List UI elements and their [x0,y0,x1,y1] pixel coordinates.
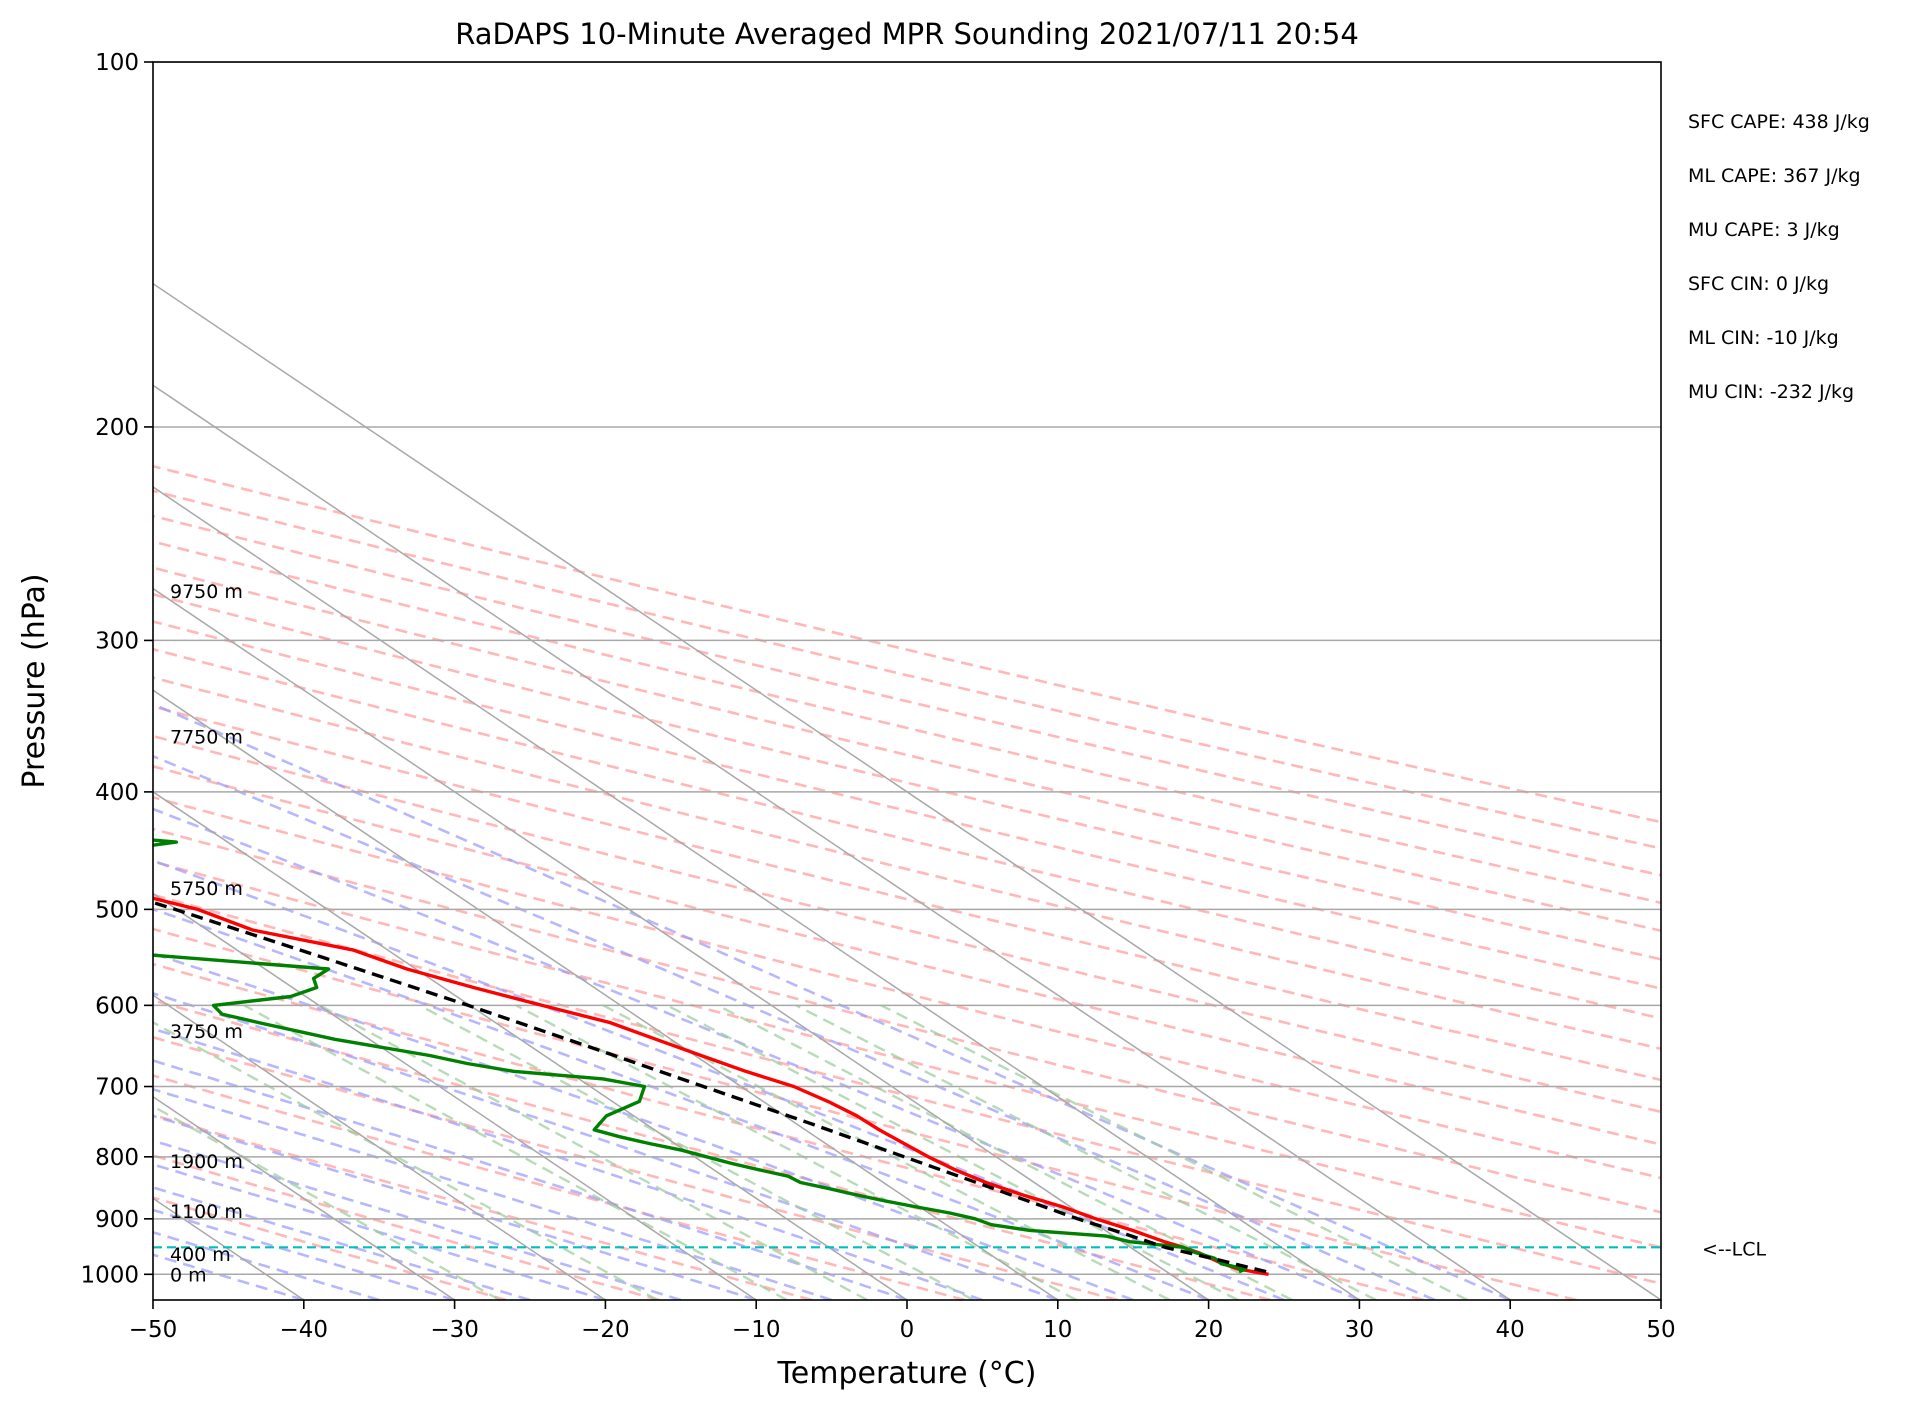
x-tick-label: 10 [1043,1317,1072,1343]
height-label: 7750 m [170,726,243,748]
dry-adiabat-line [153,893,1661,1285]
y-tick-label: 100 [95,50,139,76]
mixing-ratio-line [319,1004,868,1300]
y-tick-label: 900 [95,1207,139,1233]
mixing-ratio-line [880,1004,1469,1300]
height-label: 3750 m [170,1021,243,1043]
x-tick-label: −10 [732,1317,781,1343]
stability-index-text: ML CAPE: 367 J/kg [1688,165,1861,187]
height-label: 5750 m [170,878,243,900]
y-axis-label: Pressure (hPa) [17,573,52,788]
x-axis-ticks: −50 −40 −30 −20 −10 0 10 20 30 40 50 [129,1300,1676,1343]
height-label: 1100 m [170,1201,243,1223]
stability-index-text: SFC CAPE: 438 J/kg [1688,111,1870,133]
dry-adiabat-line [153,514,1661,877]
height-label: 1900 m [170,1151,243,1173]
mixing-ratio-line [153,1104,501,1300]
dry-adiabat-line [153,860,1661,1249]
isotherm-line [153,486,1360,1300]
lcl-group: <--LCL [153,1238,1766,1260]
dry-adiabat-line [153,705,1661,1082]
mixing-ratio-line [419,1004,975,1300]
y-tick-label: 200 [95,415,139,441]
moist-adiabat-line [153,702,1511,1300]
moist-adiabat-line [153,1027,983,1300]
y-tick-label: 400 [95,780,139,806]
chart-title: RaDAPS 10-Minute Averaged MPR Sounding 2… [455,17,1359,51]
y-tick-label: 1000 [80,1262,139,1288]
mixing-ratio-line [243,1004,788,1300]
x-tick-label: −20 [581,1317,630,1343]
mixing-ratio-line [153,1021,659,1300]
series-lines [153,838,1269,1276]
x-tick-label: 50 [1646,1317,1675,1343]
height-label: 0 m [170,1264,207,1286]
x-tick-label: 30 [1345,1317,1374,1343]
height-label: 400 m [170,1244,231,1266]
background-lines [153,282,1661,1300]
temperature-line [153,896,1269,1276]
x-axis-label: Temperature (°C) [777,1356,1037,1391]
isotherm-line [153,892,757,1300]
x-tick-label: 40 [1496,1317,1525,1343]
height-label: 9750 m [170,581,243,603]
moist-adiabat-line [153,1059,908,1300]
moist-adiabat-line [153,754,1436,1300]
stability-indices: SFC CAPE: 438 J/kg ML CAPE: 367 J/kg MU CA… [1688,111,1870,403]
dry-adiabat-line [153,620,1661,990]
isotherm-line [153,689,1059,1300]
moist-adiabat-line [153,1139,682,1300]
y-tick-label: 300 [95,628,139,654]
x-tick-label: 0 [900,1317,915,1343]
y-tick-label: 700 [95,1075,139,1101]
stability-index-text: MU CIN: -232 J/kg [1688,381,1854,403]
dry-adiabat-line [153,464,1661,824]
pressure-gridlines [153,62,1661,1276]
mixing-ratio-line [795,1004,1377,1300]
y-tick-label: 500 [95,897,139,923]
dry-adiabat-line [153,998,1272,1300]
x-tick-label: −50 [129,1317,178,1343]
height-labels: 9750 m 7750 m 5750 m 3750 m 1900 m 1100 m 400 … [170,581,243,1287]
x-tick-label: −30 [430,1317,479,1343]
stability-index-text: MU CAPE: 3 J/kg [1688,219,1840,241]
stability-index-text: SFC CIN: 0 J/kg [1688,273,1829,295]
dry-adiabat-line [153,734,1661,1114]
x-tick-label: 20 [1194,1317,1223,1343]
moist-adiabat-line [153,907,1210,1300]
mixing-ratio-line [602,1004,1171,1300]
moist-adiabat-line [153,859,1285,1300]
isotherm-line [153,587,1210,1300]
lcl-label: <--LCL [1702,1238,1766,1260]
isotherm-line [153,790,908,1300]
dry-adiabat-line [153,827,1661,1214]
y-tick-label: 800 [95,1145,139,1171]
isotherm-line [153,994,606,1300]
stability-index-text: ML CIN: -10 J/kg [1688,327,1839,349]
mixing-ratio-line [666,1004,1239,1300]
x-tick-label: −40 [280,1317,329,1343]
y-axis-ticks: 100 200 300 400 500 600 700 800 900 1000 [80,50,153,1288]
dewpoint-line [153,838,1248,1274]
mixing-ratio-line [515,1004,1078,1300]
isotherm-line [153,384,1511,1300]
dry-adiabat-line [153,1196,507,1300]
dry-adiabat-line [153,676,1661,1051]
parcel-line [153,900,1267,1274]
y-tick-label: 600 [95,993,139,1019]
isotherm-line [153,282,1661,1300]
moist-adiabat-line [153,991,1059,1300]
